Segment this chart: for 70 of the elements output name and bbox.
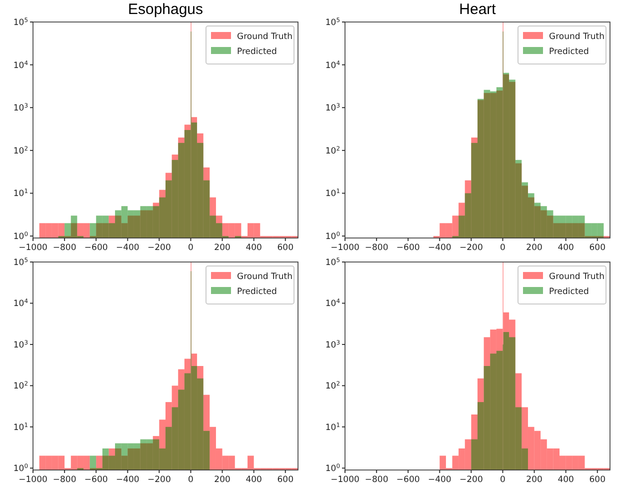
y-tick-label: 10$^{4}$	[13, 298, 28, 310]
x-tick-label: −800	[364, 243, 388, 253]
x-tick-label: −600	[84, 243, 108, 253]
y-tick-label: 10$^{2}$	[13, 144, 28, 156]
legend-label: Predicted	[237, 287, 277, 297]
y-tick-label: 10$^{1}$	[325, 421, 340, 433]
legend-label: Ground Truth	[549, 32, 605, 42]
x-tick-label: −200	[148, 475, 171, 485]
y-tick-label: 10$^{3}$	[325, 338, 340, 350]
legend-label: Ground Truth	[549, 272, 605, 282]
x-tick-label: 200	[214, 243, 230, 253]
x-tick-label: 600	[277, 475, 294, 485]
legend-label: Predicted	[549, 287, 589, 297]
y-tick-label: 10$^{1}$	[13, 188, 28, 200]
y-tick-label: 10$^{0}$	[13, 230, 28, 242]
x-tick-label: −1000	[18, 243, 48, 253]
y-tick-label: 10$^{0}$	[13, 462, 28, 474]
x-tick-label: 200	[526, 243, 542, 253]
x-tick-label: 0	[188, 475, 194, 485]
y-tick-label: 10$^{3}$	[325, 102, 340, 114]
y-tick-label: 10$^{2}$	[325, 144, 340, 156]
y-tick-label: 10$^{0}$	[325, 462, 340, 474]
x-tick-label: 600	[589, 475, 606, 485]
legend-label: Predicted	[549, 47, 589, 57]
legend-label: Predicted	[237, 47, 277, 57]
x-tick-label: −200	[460, 475, 483, 485]
x-tick-label: −600	[396, 475, 420, 485]
x-tick-label: 0	[500, 475, 506, 485]
x-tick-label: 200	[214, 475, 230, 485]
y-tick-label: 10$^{2}$	[325, 380, 340, 392]
x-tick-label: 400	[246, 475, 262, 485]
y-tick-label: 10$^{5}$	[13, 16, 28, 28]
chart-title: Heart	[459, 1, 497, 18]
chart-title: Esophagus	[128, 1, 204, 18]
x-tick-label: 0	[188, 243, 194, 253]
y-tick-label: 10$^{2}$	[13, 380, 28, 392]
y-tick-label: 10$^{1}$	[325, 188, 340, 200]
x-tick-label: −1000	[330, 243, 360, 253]
y-tick-label: 10$^{5}$	[13, 256, 28, 268]
y-tick-label: 10$^{5}$	[325, 256, 340, 268]
x-tick-label: −800	[364, 475, 388, 485]
x-tick-label: 200	[526, 475, 542, 485]
y-tick-label: 10$^{0}$	[325, 230, 340, 242]
x-tick-label: 400	[558, 475, 574, 485]
x-tick-label: −200	[148, 243, 171, 253]
x-tick-label: −1000	[330, 475, 360, 485]
x-tick-label: −400	[428, 475, 452, 485]
x-tick-label: −200	[460, 243, 483, 253]
legend-label: Ground Truth	[237, 32, 293, 42]
x-tick-label: −800	[52, 475, 76, 485]
legend-label: Ground Truth	[237, 272, 293, 282]
x-tick-label: −600	[84, 475, 108, 485]
y-tick-label: 10$^{1}$	[13, 421, 28, 433]
y-tick-label: 10$^{3}$	[13, 338, 28, 350]
x-tick-label: 600	[277, 243, 294, 253]
x-tick-label: −400	[116, 243, 140, 253]
x-tick-label: 600	[589, 243, 606, 253]
y-tick-label: 10$^{4}$	[13, 59, 28, 71]
y-tick-label: 10$^{4}$	[325, 298, 340, 310]
x-tick-label: −400	[428, 243, 452, 253]
y-tick-label: 10$^{4}$	[325, 59, 340, 71]
x-tick-label: 400	[246, 243, 262, 253]
x-tick-label: 0	[500, 243, 506, 253]
x-tick-label: −800	[52, 243, 76, 253]
x-tick-label: −600	[396, 243, 420, 253]
x-tick-label: −400	[116, 475, 140, 485]
y-tick-label: 10$^{5}$	[325, 16, 340, 28]
x-tick-label: 400	[558, 243, 574, 253]
x-tick-label: −1000	[18, 475, 48, 485]
y-tick-label: 10$^{3}$	[13, 102, 28, 114]
